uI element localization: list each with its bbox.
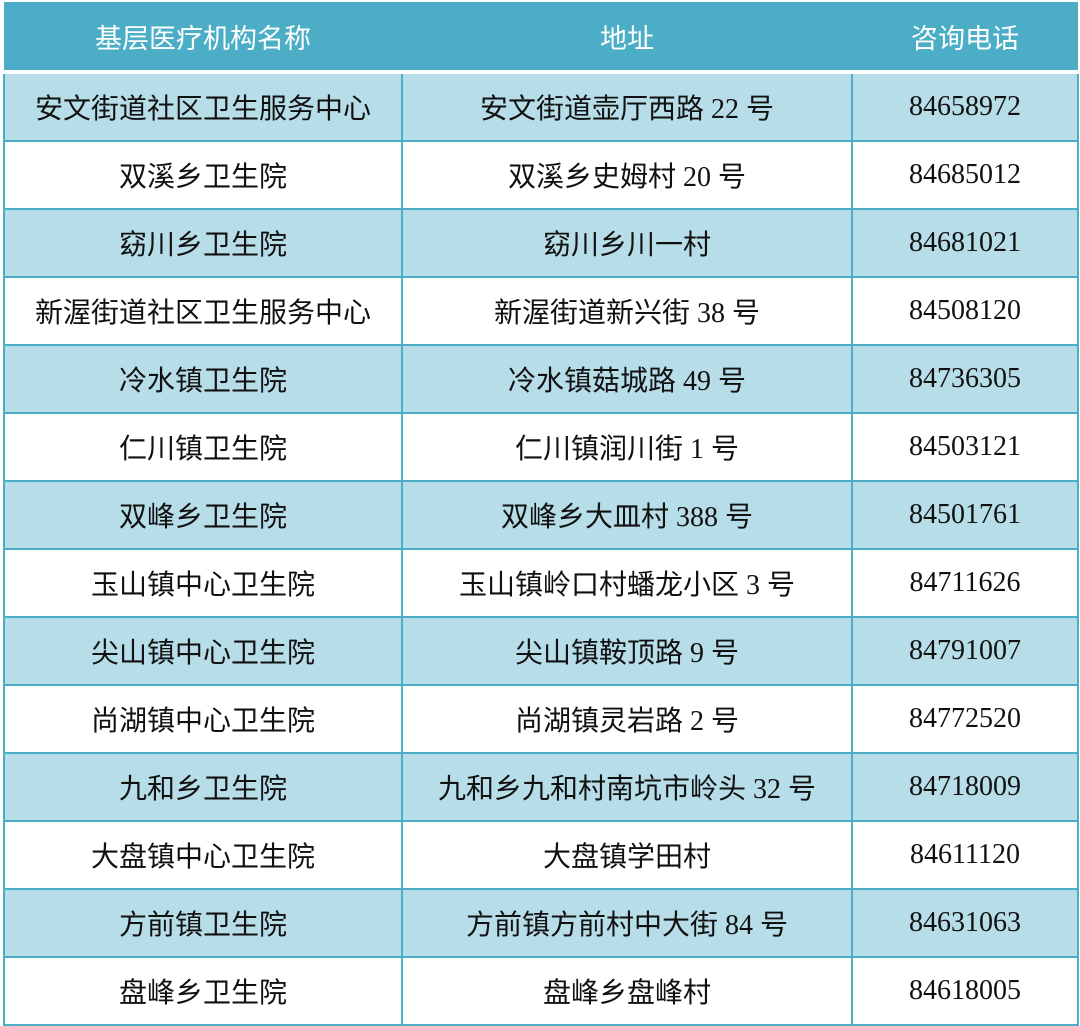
institution-name-cell: 尚湖镇中心卫生院 bbox=[3, 684, 403, 754]
table-row: 新渥街道社区卫生服务中心 新渥街道新兴街 38 号 84508120 bbox=[3, 276, 1079, 346]
phone-cell: 84718009 bbox=[851, 752, 1079, 822]
phone-cell: 84618005 bbox=[851, 956, 1079, 1026]
address-cell: 窈川乡川一村 bbox=[401, 208, 853, 278]
institution-name-cell: 新渥街道社区卫生服务中心 bbox=[3, 276, 403, 346]
address-cell: 冷水镇菇城路 49 号 bbox=[401, 344, 853, 414]
table-row: 双峰乡卫生院 双峰乡大皿村 388 号 84501761 bbox=[3, 480, 1079, 550]
institution-name-cell: 冷水镇卫生院 bbox=[3, 344, 403, 414]
institution-name-cell: 玉山镇中心卫生院 bbox=[3, 548, 403, 618]
address-cell: 大盘镇学田村 bbox=[401, 820, 853, 890]
address-cell: 盘峰乡盘峰村 bbox=[401, 956, 853, 1026]
phone-cell: 84772520 bbox=[851, 684, 1079, 754]
table-row: 尖山镇中心卫生院 尖山镇鞍顶路 9 号 84791007 bbox=[3, 616, 1079, 686]
institution-name-cell: 安文街道社区卫生服务中心 bbox=[3, 71, 403, 142]
institution-name-cell: 双溪乡卫生院 bbox=[3, 140, 403, 210]
phone-cell: 84631063 bbox=[851, 888, 1079, 958]
header-address: 地址 bbox=[402, 2, 852, 74]
address-cell: 新渥街道新兴街 38 号 bbox=[401, 276, 853, 346]
phone-cell: 84711626 bbox=[851, 548, 1079, 618]
table-row: 双溪乡卫生院 双溪乡史姆村 20 号 84685012 bbox=[3, 140, 1079, 210]
address-cell: 双溪乡史姆村 20 号 bbox=[401, 140, 853, 210]
institution-name-cell: 九和乡卫生院 bbox=[3, 752, 403, 822]
header-row: 基层医疗机构名称 地址 咨询电话 bbox=[4, 2, 1078, 74]
institution-name-cell: 双峰乡卫生院 bbox=[3, 480, 403, 550]
header-name: 基层医疗机构名称 bbox=[4, 2, 402, 74]
table-row: 窈川乡卫生院 窈川乡川一村 84681021 bbox=[3, 208, 1079, 278]
phone-cell: 84611120 bbox=[851, 820, 1079, 890]
institution-name-cell: 尖山镇中心卫生院 bbox=[3, 616, 403, 686]
table-row: 九和乡卫生院 九和乡九和村南坑市岭头 32 号 84718009 bbox=[3, 752, 1079, 822]
address-cell: 尚湖镇灵岩路 2 号 bbox=[401, 684, 853, 754]
phone-cell: 84681021 bbox=[851, 208, 1079, 278]
table-row: 大盘镇中心卫生院 大盘镇学田村 84611120 bbox=[3, 820, 1079, 890]
address-cell: 仁川镇润川街 1 号 bbox=[401, 412, 853, 482]
institution-name-cell: 方前镇卫生院 bbox=[3, 888, 403, 958]
phone-cell: 84685012 bbox=[851, 140, 1079, 210]
phone-cell: 84658972 bbox=[851, 71, 1079, 142]
table-row: 盘峰乡卫生院 盘峰乡盘峰村 84618005 bbox=[3, 956, 1079, 1026]
table-row: 安文街道社区卫生服务中心 安文街道壶厅西路 22 号 84658972 bbox=[3, 71, 1079, 142]
address-cell: 尖山镇鞍顶路 9 号 bbox=[401, 616, 853, 686]
table-row: 冷水镇卫生院 冷水镇菇城路 49 号 84736305 bbox=[3, 344, 1079, 414]
phone-cell: 84501761 bbox=[851, 480, 1079, 550]
table-row: 尚湖镇中心卫生院 尚湖镇灵岩路 2 号 84772520 bbox=[3, 684, 1079, 754]
address-cell: 玉山镇岭口村蟠龙小区 3 号 bbox=[401, 548, 853, 618]
institution-name-cell: 大盘镇中心卫生院 bbox=[3, 820, 403, 890]
address-cell: 安文街道壶厅西路 22 号 bbox=[401, 71, 853, 142]
phone-cell: 84791007 bbox=[851, 616, 1079, 686]
institution-name-cell: 窈川乡卫生院 bbox=[3, 208, 403, 278]
institution-name-cell: 仁川镇卫生院 bbox=[3, 412, 403, 482]
address-cell: 双峰乡大皿村 388 号 bbox=[401, 480, 853, 550]
address-cell: 方前镇方前村中大街 84 号 bbox=[401, 888, 853, 958]
phone-cell: 84736305 bbox=[851, 344, 1079, 414]
institution-name-cell: 盘峰乡卫生院 bbox=[3, 956, 403, 1026]
phone-cell: 84503121 bbox=[851, 412, 1079, 482]
table-row: 玉山镇中心卫生院 玉山镇岭口村蟠龙小区 3 号 84711626 bbox=[3, 548, 1079, 618]
address-cell: 九和乡九和村南坑市岭头 32 号 bbox=[401, 752, 853, 822]
header-phone: 咨询电话 bbox=[852, 2, 1078, 74]
table-row: 方前镇卫生院 方前镇方前村中大街 84 号 84631063 bbox=[3, 888, 1079, 958]
medical-institutions-table: 基层医疗机构名称 地址 咨询电话 安文街道社区卫生服务中心 安文街道壶厅西路 22… bbox=[3, 2, 1079, 1026]
table-row: 仁川镇卫生院 仁川镇润川街 1 号 84503121 bbox=[3, 412, 1079, 482]
phone-cell: 84508120 bbox=[851, 276, 1079, 346]
